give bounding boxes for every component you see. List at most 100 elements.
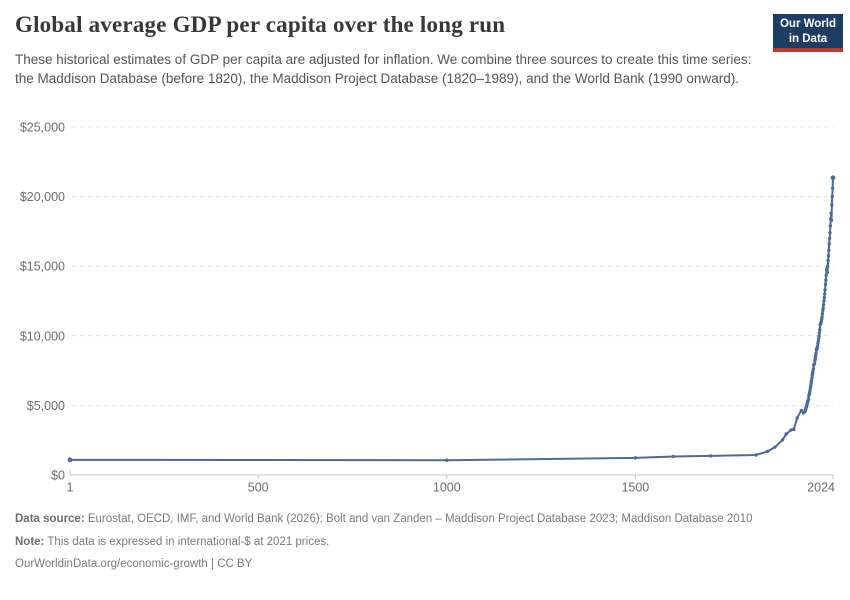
chart-footer: Data source: Eurostat, OECD, IMF, and Wo… [15, 511, 837, 579]
data-point [830, 175, 836, 181]
data-point [789, 428, 793, 432]
data-point [804, 404, 809, 408]
data-source-label: Data source: [15, 513, 85, 525]
data-point [828, 231, 832, 235]
data-point [815, 344, 820, 349]
data-series-world [67, 175, 836, 463]
data-point [830, 186, 835, 190]
data-point [809, 383, 813, 388]
data-point [823, 292, 827, 296]
data-point [829, 211, 833, 215]
data-point [812, 361, 817, 366]
data-point [806, 398, 810, 403]
note-line: Note: This data is expressed in internat… [15, 534, 837, 551]
data-point [822, 295, 827, 300]
data-point [812, 363, 816, 367]
data-point [816, 339, 820, 343]
data-point [814, 351, 818, 355]
y-tick-label: $5,000 [27, 399, 65, 413]
data-point [813, 353, 818, 358]
data-point [808, 388, 812, 393]
data-point [821, 303, 826, 307]
data-point [754, 453, 758, 457]
y-tick-label: $10,000 [20, 329, 65, 343]
data-point [821, 308, 825, 313]
data-point [792, 427, 796, 432]
data-point [824, 273, 828, 277]
data-point [817, 334, 821, 338]
data-point [830, 194, 834, 199]
data-point [816, 341, 820, 346]
data-point [829, 218, 834, 222]
data-point [826, 254, 831, 258]
data-point [828, 224, 833, 228]
y-tick-label: $0 [51, 469, 65, 483]
x-tick-label: 1000 [433, 481, 461, 495]
data-point [806, 399, 810, 404]
data-point [671, 454, 675, 459]
data-point [813, 358, 817, 363]
data-point [824, 268, 829, 272]
data-point [813, 356, 817, 360]
page-title: Global average GDP per capita over the l… [15, 12, 506, 37]
data-source-text: Eurostat, OECD, IMF, and World Bank (202… [84, 513, 753, 525]
data-point [445, 458, 449, 462]
citation-line: OurWorldinData.org/economic-growth | CC … [15, 558, 253, 571]
data-point [827, 236, 832, 241]
note-text: This data is expressed in international-… [44, 535, 330, 548]
data-point [765, 449, 770, 454]
owid-logo: Our World in Data [773, 14, 843, 53]
data-point [821, 306, 825, 310]
owid-logo-line2: in Data [788, 32, 828, 45]
data-point [818, 328, 822, 332]
data-point [819, 319, 824, 324]
data-point [816, 337, 821, 341]
note-label: Note: [15, 535, 45, 548]
data-point [784, 432, 788, 436]
x-tick-label: 500 [248, 481, 269, 495]
data-point [807, 390, 812, 395]
y-tick-label: $20,000 [20, 190, 65, 204]
chart-subtitle: These historical estimates of GDP per ca… [15, 52, 752, 86]
data-point [823, 288, 827, 292]
data-point [815, 347, 819, 351]
data-point [809, 379, 814, 383]
data-point [809, 381, 813, 385]
data-point [820, 315, 824, 319]
data-point [810, 371, 815, 376]
x-tick-label: 1500 [621, 481, 649, 495]
data-point [823, 282, 828, 287]
data-point [825, 266, 829, 271]
x-axis: 1 500 1000 1500 2024 [67, 470, 835, 495]
y-gridlines [72, 126, 833, 406]
y-tick-label: $15,000 [20, 260, 65, 274]
data-point [633, 456, 638, 460]
data-source-line: Data source: Eurostat, OECD, IMF, and Wo… [15, 511, 787, 528]
y-axis-labels: $0 $5,000 $10,000 $15,000 $20,000 $25,000 [20, 121, 65, 483]
data-point [825, 270, 830, 275]
data-point [801, 411, 806, 415]
data-point [826, 258, 830, 263]
data-point [827, 248, 831, 252]
data-point [830, 203, 834, 207]
data-point [807, 393, 811, 398]
data-point [807, 392, 811, 397]
x-tick-label: 1 [67, 481, 74, 495]
data-point [811, 369, 815, 373]
data-point [805, 401, 810, 405]
data-point [803, 408, 808, 412]
owid-logo-line1: Our World [779, 18, 836, 30]
data-point [810, 376, 814, 380]
data-point [806, 397, 811, 401]
data-point [709, 454, 713, 458]
data-point [818, 322, 822, 327]
data-point [820, 311, 825, 316]
data-point [805, 402, 809, 407]
data-point [815, 346, 819, 351]
data-point [824, 278, 828, 282]
data-point [827, 242, 831, 246]
data-point [814, 348, 819, 352]
data-point [810, 373, 814, 377]
data-point [803, 409, 807, 413]
